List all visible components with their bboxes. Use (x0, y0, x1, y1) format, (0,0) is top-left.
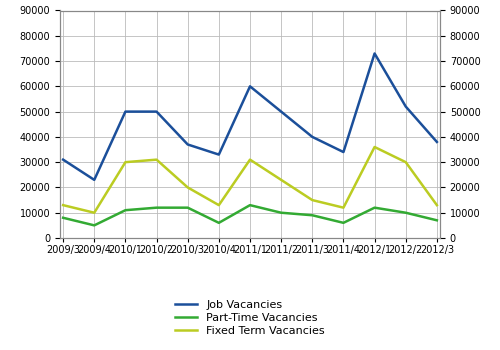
Legend: Job Vacancies, Part-Time Vacancies, Fixed Term Vacancies: Job Vacancies, Part-Time Vacancies, Fixe… (170, 295, 330, 341)
